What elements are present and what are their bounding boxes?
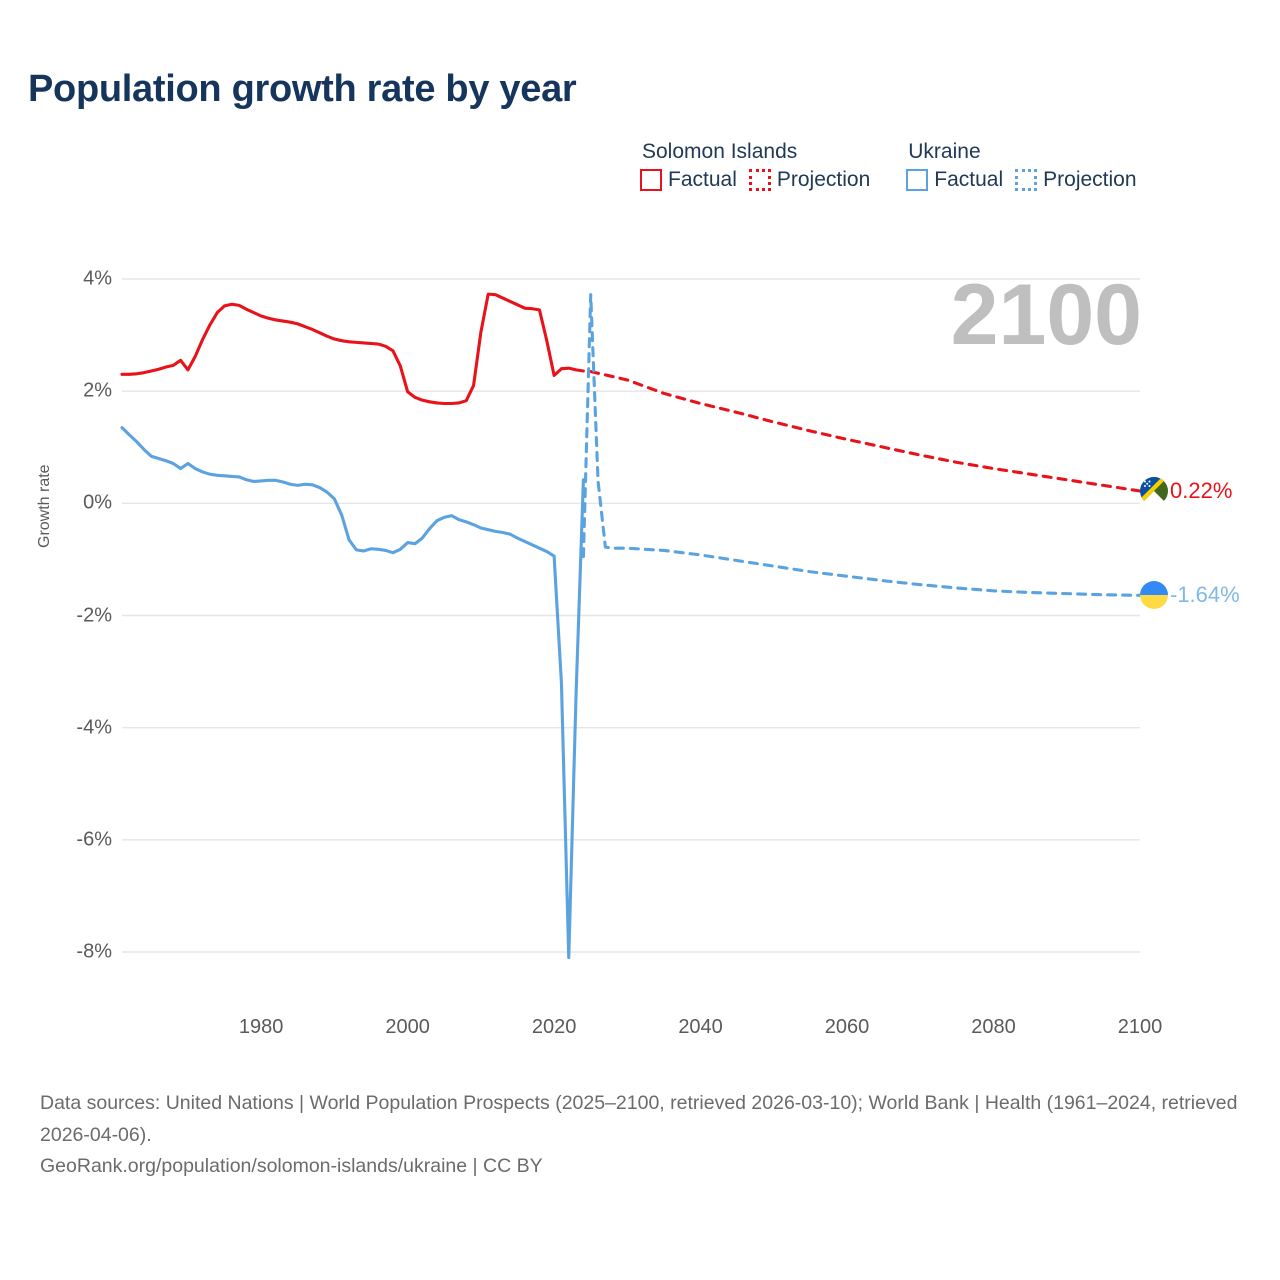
y-tick-label: 4% (83, 267, 112, 290)
ukraine-flag-icon (1140, 581, 1168, 610)
chart-legend: Solomon Islands Factual Projection Ukrai… (640, 140, 1137, 192)
x-tick-label: 1980 (238, 1016, 284, 1038)
legend-item-label: Projection (776, 168, 871, 191)
y-tick-label: -8% (76, 940, 112, 963)
end-label-value: 0.22% (1170, 477, 1233, 503)
x-tick-label: 2000 (385, 1016, 430, 1038)
legend-swatch-dotted-icon (748, 169, 771, 191)
solomon-islands-flag-icon (1140, 476, 1168, 505)
legend-swatch-dotted-icon (1015, 169, 1038, 191)
legend-country-label: Solomon Islands (642, 140, 798, 163)
legend-item-solomon-factual[interactable]: Factual (640, 168, 737, 192)
end-label-value: -1.64% (1170, 582, 1240, 608)
legend-group-solomon-islands: Solomon Islands Factual Projection (640, 140, 870, 192)
x-tick-label: 2100 (1117, 1016, 1163, 1038)
legend-group-ukraine: Ukraine Factual Projection (906, 140, 1137, 192)
x-tick-label: 2060 (824, 1016, 870, 1038)
x-tick-label: 2020 (531, 1016, 577, 1038)
legend-item-label: Projection (1043, 168, 1137, 191)
page-title: Population growth rate by year (28, 68, 577, 110)
legend-items: Factual Projection (906, 168, 1137, 192)
legend-item-ukraine-projection[interactable]: Projection (1015, 168, 1137, 192)
series-line-solomon-islands-projection (589, 369, 1142, 493)
x-tick-label: 2080 (971, 1016, 1016, 1038)
y-tick-label: 0% (83, 491, 112, 514)
legend-items: Factual Projection (640, 168, 870, 192)
series-line-ukraine-factual (120, 426, 585, 960)
legend-swatch-solid-icon (640, 169, 662, 191)
legend-item-ukraine-factual[interactable]: Factual (906, 168, 1003, 192)
y-tick-label: 2% (83, 379, 112, 402)
legend-item-solomon-projection[interactable]: Projection (748, 168, 871, 192)
y-tick-label: -6% (76, 828, 112, 851)
footer-credits: Data sources: United Nations | World Pop… (40, 1088, 1240, 1183)
series-line-solomon-islands-factual (120, 292, 585, 406)
legend-item-label: Factual (668, 168, 737, 191)
y-tick-label: -2% (76, 604, 112, 626)
series-line-ukraine-projection (581, 293, 1142, 597)
legend-country-label: Ukraine (908, 140, 981, 163)
x-tick-label: 2040 (678, 1016, 723, 1038)
year-watermark: 2100 (950, 267, 1142, 363)
legend-item-label: Factual (934, 168, 1004, 191)
y-tick-label: -4% (76, 716, 112, 739)
footer-line-url: GeoRank.org/population/solomon-islands/u… (40, 1155, 543, 1178)
legend-swatch-solid-icon (906, 169, 929, 191)
footer-line-sources: Data sources: United Nations | World Pop… (40, 1092, 1238, 1146)
